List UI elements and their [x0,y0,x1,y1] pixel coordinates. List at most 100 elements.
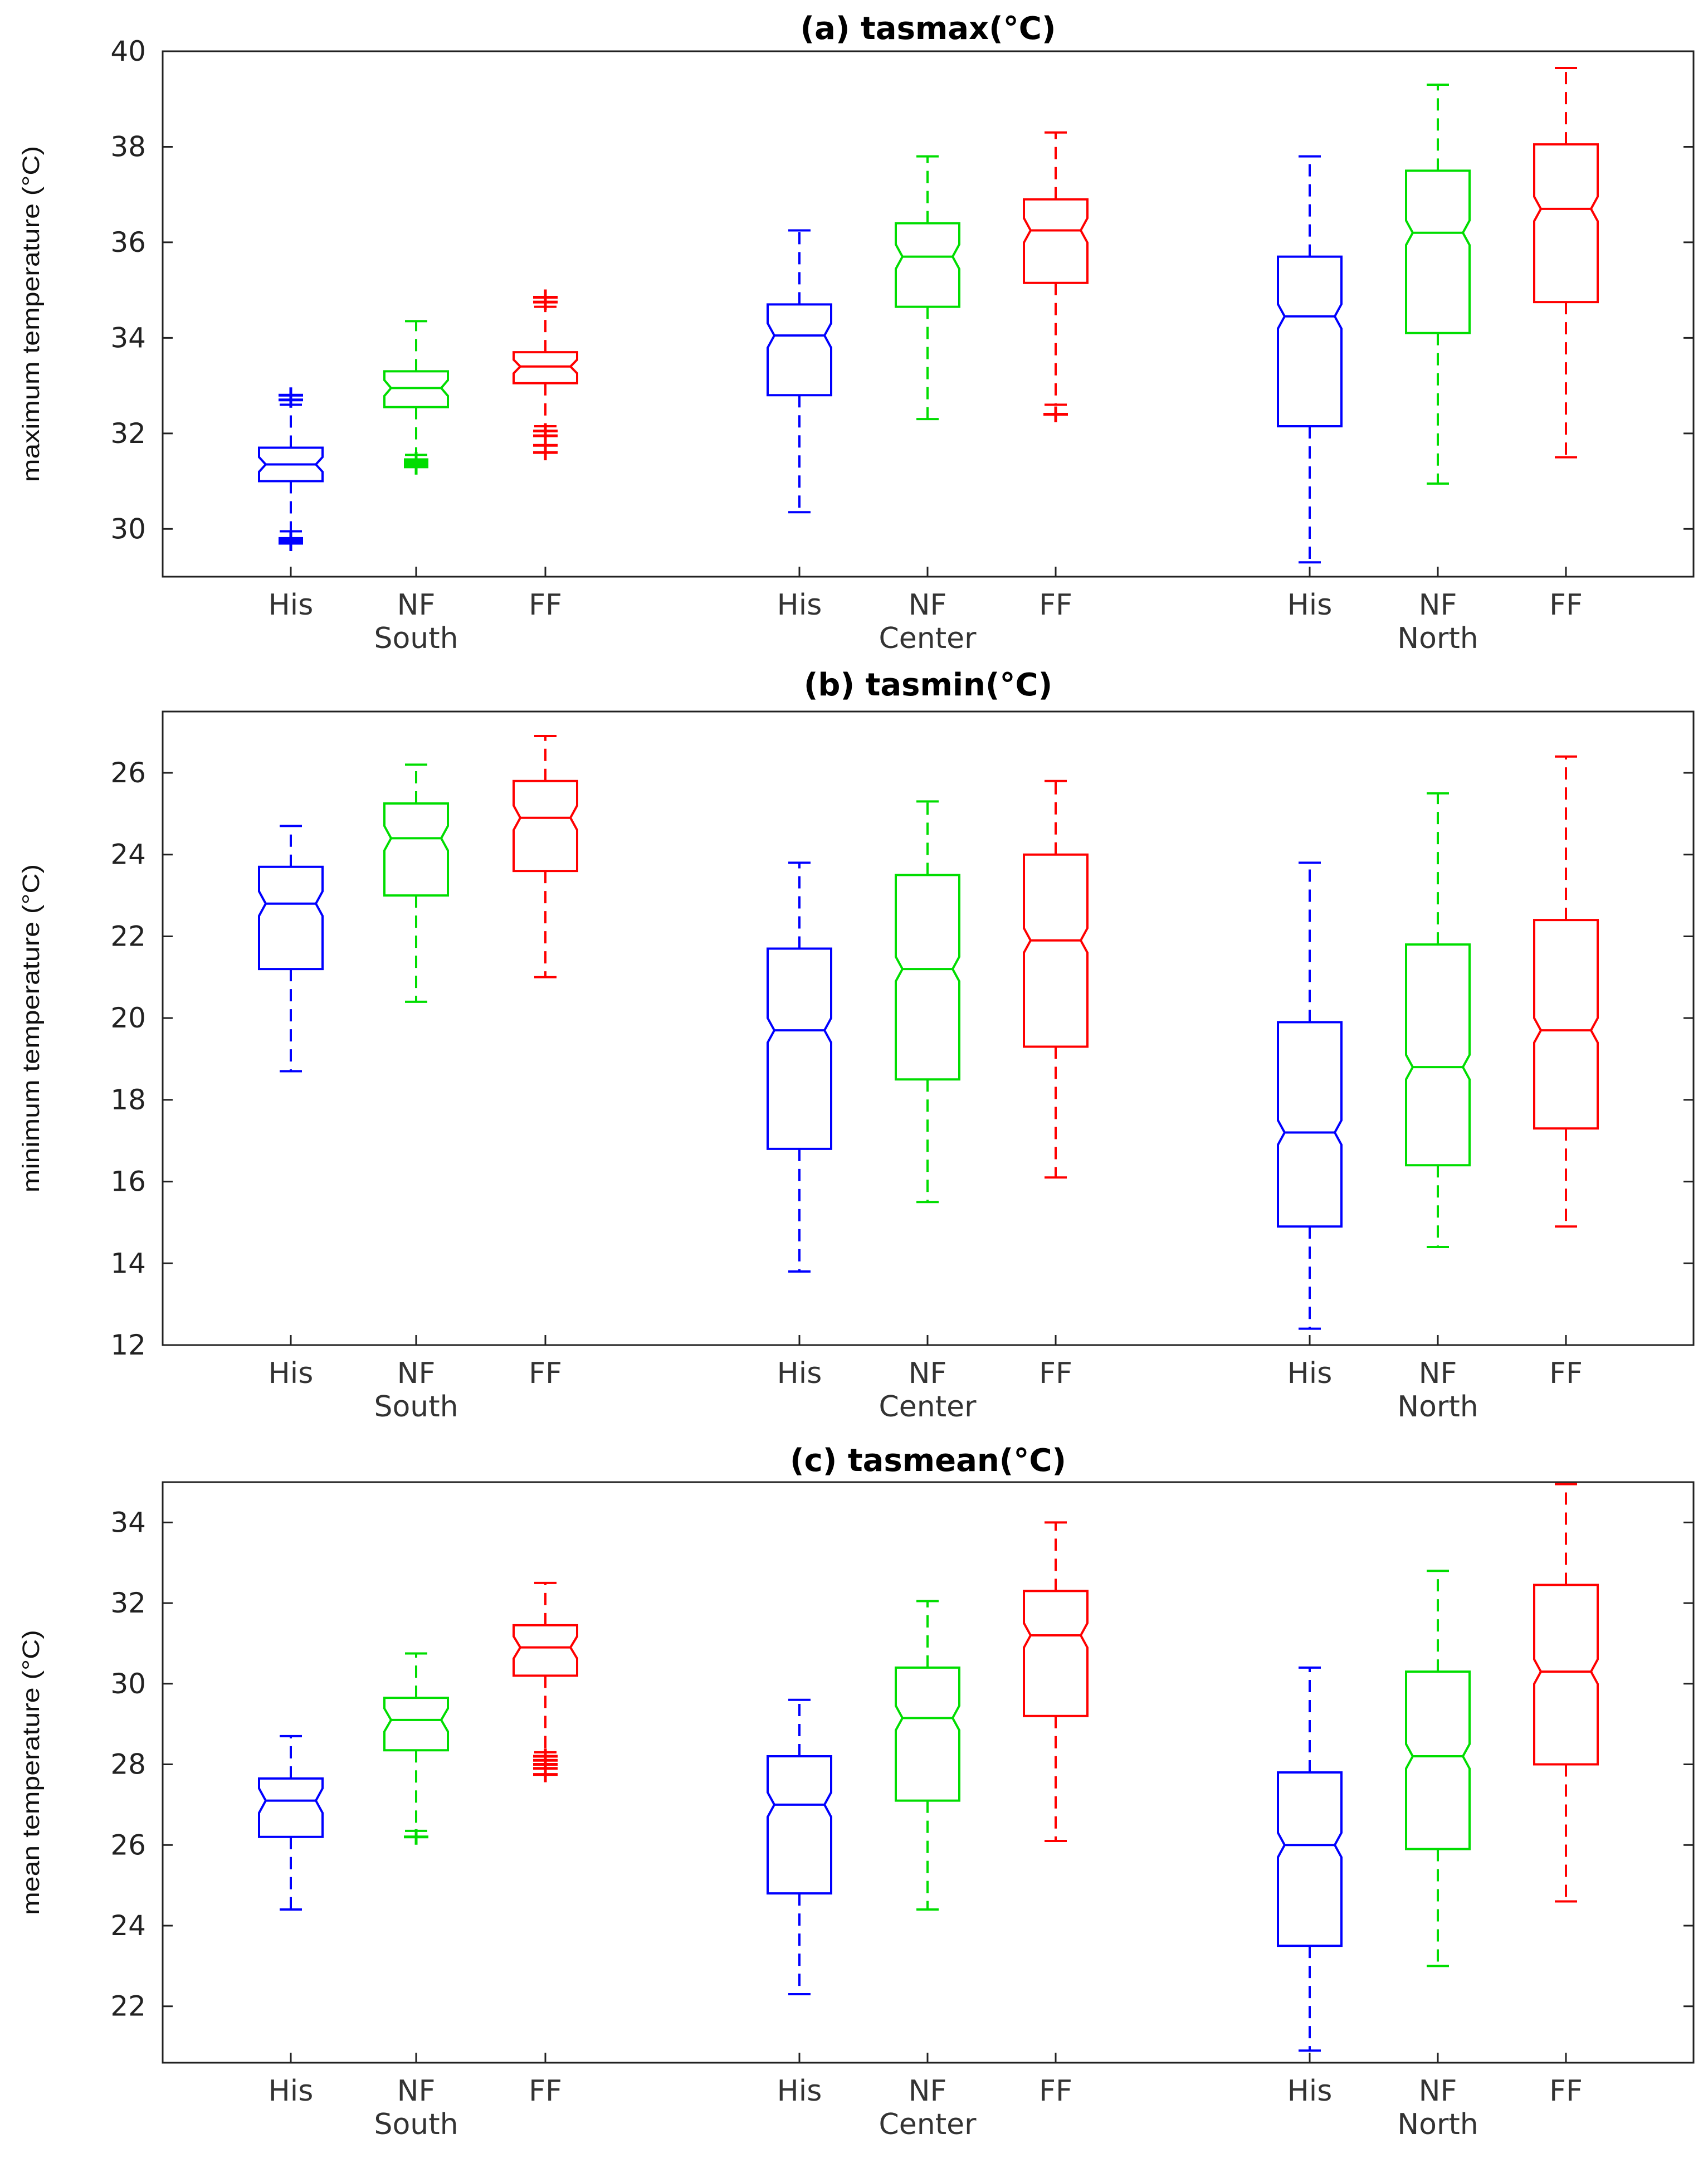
box-body [513,780,578,873]
group-label-south: South [374,2108,458,2141]
outlier-marker [279,530,303,547]
box-center-ff [1023,780,1089,1179]
panel-title: (c) tasmean(°C) [790,1443,1066,1479]
group-label-center: Center [879,622,977,655]
x-tick-label-nf: NF [1419,1357,1457,1390]
box-body [1533,143,1599,304]
outlier-marker [404,1829,428,1845]
group-label-center: Center [879,2108,977,2141]
box-body [1277,1021,1343,1228]
box-center-his [767,861,832,1273]
y-tick-label: 12 [110,1329,146,1361]
box-body [1023,198,1089,284]
x-tick-label-nf: NF [397,588,436,622]
box-south-nf [383,320,449,475]
x-tick-label-nf: NF [1419,588,1457,622]
box-body [767,947,832,1150]
y-tick-label: 14 [110,1247,146,1279]
box-south-ff [513,735,578,978]
panel-title: (a) tasmax(°C) [801,11,1056,47]
box-north-ff [1533,67,1599,459]
y-tick-label: 18 [110,1084,146,1116]
x-tick-label-his: His [1287,2074,1333,2108]
y-tick-label: 26 [110,1829,146,1861]
box-body [513,351,578,384]
x-tick-label-ff: FF [529,2074,562,2108]
box-north-ff [1533,1483,1599,1903]
y-tick-label: 24 [110,1909,146,1942]
box-body [1277,255,1343,427]
box-south-nf [383,763,449,1003]
box-body [1277,1771,1343,1947]
y-tick-label: 20 [110,1002,146,1034]
box-body [767,1755,832,1895]
box-south-his [258,1735,324,1911]
box-north-his [1277,155,1343,564]
x-tick-label-his: His [777,2074,822,2108]
box-body [383,802,449,897]
group-label-north: North [1397,622,1478,655]
box-south-ff [513,1581,578,1782]
x-tick-label-ff: FF [529,1357,562,1390]
axes-frame [162,1481,1695,2064]
box-body [1405,943,1471,1167]
y-tick-label: 34 [110,1506,146,1538]
box-north-his [1277,861,1343,1330]
x-tick-label-ff: FF [1039,588,1072,622]
box-body [1023,853,1089,1048]
y-tick-label: 26 [110,757,146,789]
y-axis-label: mean temperature (°C) [18,1630,45,1915]
y-tick-label: 22 [110,920,146,952]
box-center-nf [895,800,960,1204]
outlier-marker [533,289,558,305]
outlier-marker [533,1748,558,1765]
box-center-nf [895,1600,960,1911]
box-south-his [258,825,324,1073]
y-tick-label: 34 [110,321,146,354]
box-south-nf [383,1652,449,1845]
y-tick-label: 32 [110,417,146,450]
x-tick-label-ff: FF [1039,2074,1072,2108]
box-body [258,1777,324,1838]
outlier-marker [404,451,428,467]
box-south-his [258,387,324,551]
x-tick-label-his: His [1287,588,1333,622]
x-tick-label-ff: FF [1549,1357,1583,1390]
box-north-his [1277,1666,1343,2052]
x-tick-label-his: His [269,2074,314,2108]
x-tick-label-his: His [269,588,314,622]
x-tick-label-ff: FF [1549,2074,1583,2108]
y-tick-label: 36 [110,226,146,259]
box-body [1533,919,1599,1130]
x-tick-label-his: His [777,588,822,622]
y-axis-label: minimum temperature (°C) [18,864,45,1192]
y-tick-label: 30 [110,1668,146,1700]
x-tick-label-nf: NF [909,588,947,622]
y-tick-label: 28 [110,1748,146,1781]
group-label-north: North [1397,1390,1478,1424]
box-body [895,222,960,308]
x-tick-label-ff: FF [529,588,562,622]
box-center-ff [1023,1521,1089,1843]
box-body [895,1666,960,1802]
box-body [258,865,324,971]
panel-title: (b) tasmin(°C) [804,667,1052,703]
group-label-center: Center [879,1390,977,1424]
box-center-his [767,229,832,514]
outlier-marker [533,423,558,439]
group-label-north: North [1397,2108,1478,2141]
box-body [1405,169,1471,334]
box-north-nf [1405,84,1471,485]
panel-1: (a) tasmax(°C) 30 32 34 36 38 40 maximum temper… [18,11,1695,655]
box-body [383,370,449,408]
panel-2: (b) tasmin(°C) 12 14 16 18 20 22 24 26 minimum te… [18,667,1695,1424]
panel-3: (c) tasmean(°C) 22 24 26 28 30 32 34 mean temper… [18,1443,1695,2141]
x-tick-label-his: His [1287,1357,1333,1390]
y-axis-label: maximum temperature (°C) [18,146,45,482]
box-body [1023,1590,1089,1717]
box-center-nf [895,155,960,421]
x-tick-label-his: His [269,1357,314,1390]
box-body [1533,1584,1599,1766]
y-tick-label: 30 [110,513,146,545]
